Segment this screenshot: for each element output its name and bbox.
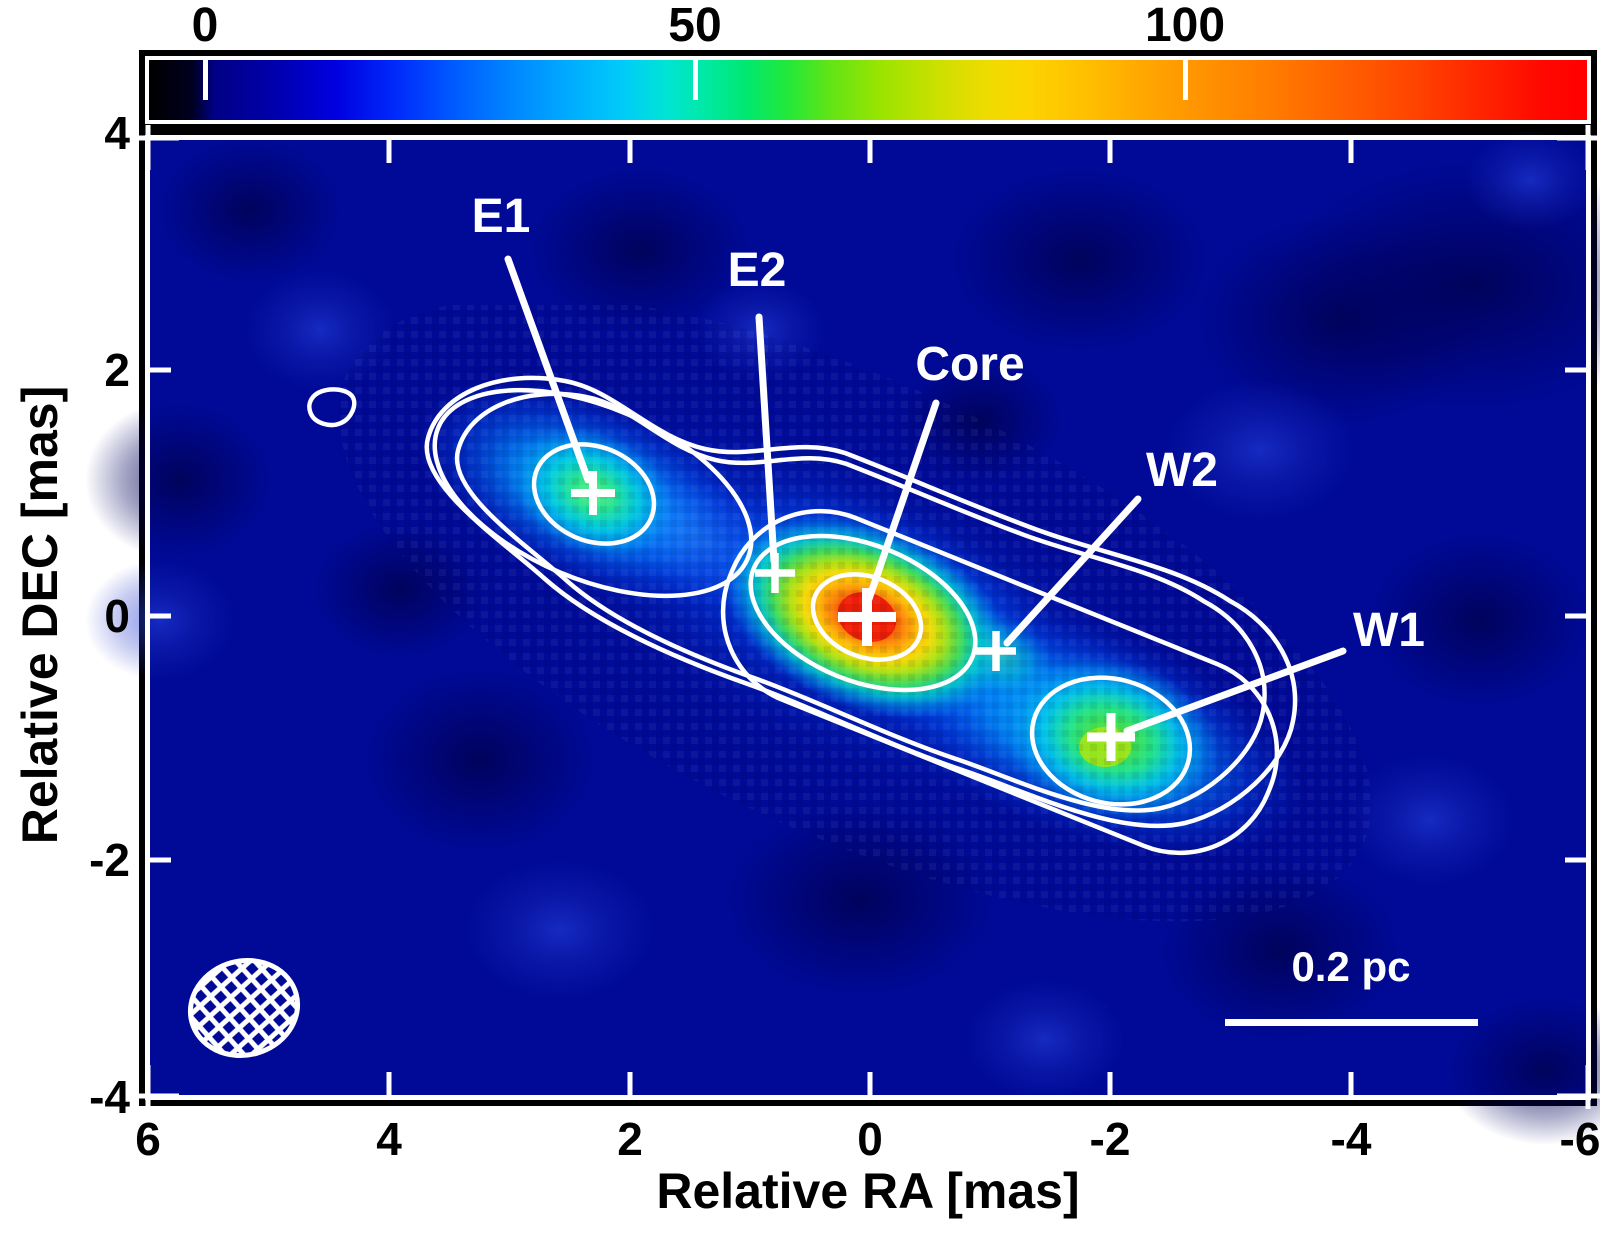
e1-label: E1 [472, 190, 531, 243]
e1-leader-line [504, 255, 592, 484]
contours [307, 375, 1298, 856]
colorbar-tick-label-100: 100 [1144, 0, 1226, 52]
plot-frame [145, 135, 1591, 1100]
w2-leader-line [1003, 495, 1142, 647]
contour-level-1 [424, 375, 1298, 829]
leader-lines [504, 255, 1347, 735]
contour-w1-peak [1029, 675, 1193, 807]
core-cross-marker [838, 588, 896, 646]
colorbar-tick-label-0: 0 [191, 0, 219, 52]
y-tick-label-m4: -4 [89, 1071, 130, 1123]
x-tick-label-4: 4 [376, 1113, 402, 1165]
component-labels: E1 E2 Core W2 W1 [472, 190, 1425, 657]
colorbar-gradient [149, 60, 1587, 120]
x-tick-label-0: 0 [857, 1113, 883, 1165]
y-tick-label-4: 4 [104, 107, 130, 159]
contour-noise-island [307, 387, 357, 428]
e2-leader-line [755, 313, 778, 565]
x-axis-title: Relative RA [mas] [656, 1163, 1080, 1219]
contour-level-2 [454, 391, 1267, 813]
contour-main-outer [720, 508, 1280, 856]
colorbar-tick-0 [203, 60, 208, 100]
x-tick-label-6: 6 [135, 1113, 161, 1165]
x-tick-label-m6: -6 [1559, 1113, 1600, 1165]
e2-label: E2 [728, 244, 787, 297]
w2-cross-marker [976, 631, 1016, 671]
component-crosses [571, 471, 1135, 761]
contour-e1-peak [531, 442, 657, 546]
colorbar-tick-50 [693, 60, 698, 100]
x-tick-label-m4: -4 [1330, 1113, 1372, 1165]
colorbar [139, 50, 1597, 130]
x-tick-label-2: 2 [617, 1113, 643, 1165]
w1-cross-marker [1087, 713, 1135, 761]
e1-cross-marker [571, 471, 615, 515]
core-leader-line [865, 399, 940, 603]
colorbar-frame [145, 56, 1591, 124]
contour-e1-outer [432, 387, 754, 599]
colorbar-tick-label-50: 50 [668, 0, 722, 52]
map-svg: 0.2 pc E1 E2 [85, 125, 1600, 1145]
y-tick-label-2: 2 [104, 344, 130, 396]
scale-bar [1225, 1019, 1478, 1026]
e2-cross-marker [755, 553, 795, 593]
w1-leader-line [1123, 647, 1347, 735]
y-tick-label-0: 0 [104, 590, 130, 642]
scale-bar-label: 0.2 pc [1291, 943, 1410, 990]
core-label: Core [915, 338, 1024, 391]
x-tick-label-m2: -2 [1089, 1113, 1131, 1165]
colorbar-tick-100 [1183, 60, 1188, 100]
w2-label: W2 [1146, 444, 1218, 497]
beam [187, 957, 301, 1059]
w1-label: W1 [1353, 604, 1425, 657]
plot-area: 0.2 pc E1 E2 [85, 125, 1600, 1145]
y-axis-title: Relative DEC [mas] [12, 385, 68, 845]
beam-ellipse-icon [187, 957, 301, 1059]
contour-core-inner [810, 572, 924, 662]
y-tick-label-m2: -2 [89, 834, 130, 886]
